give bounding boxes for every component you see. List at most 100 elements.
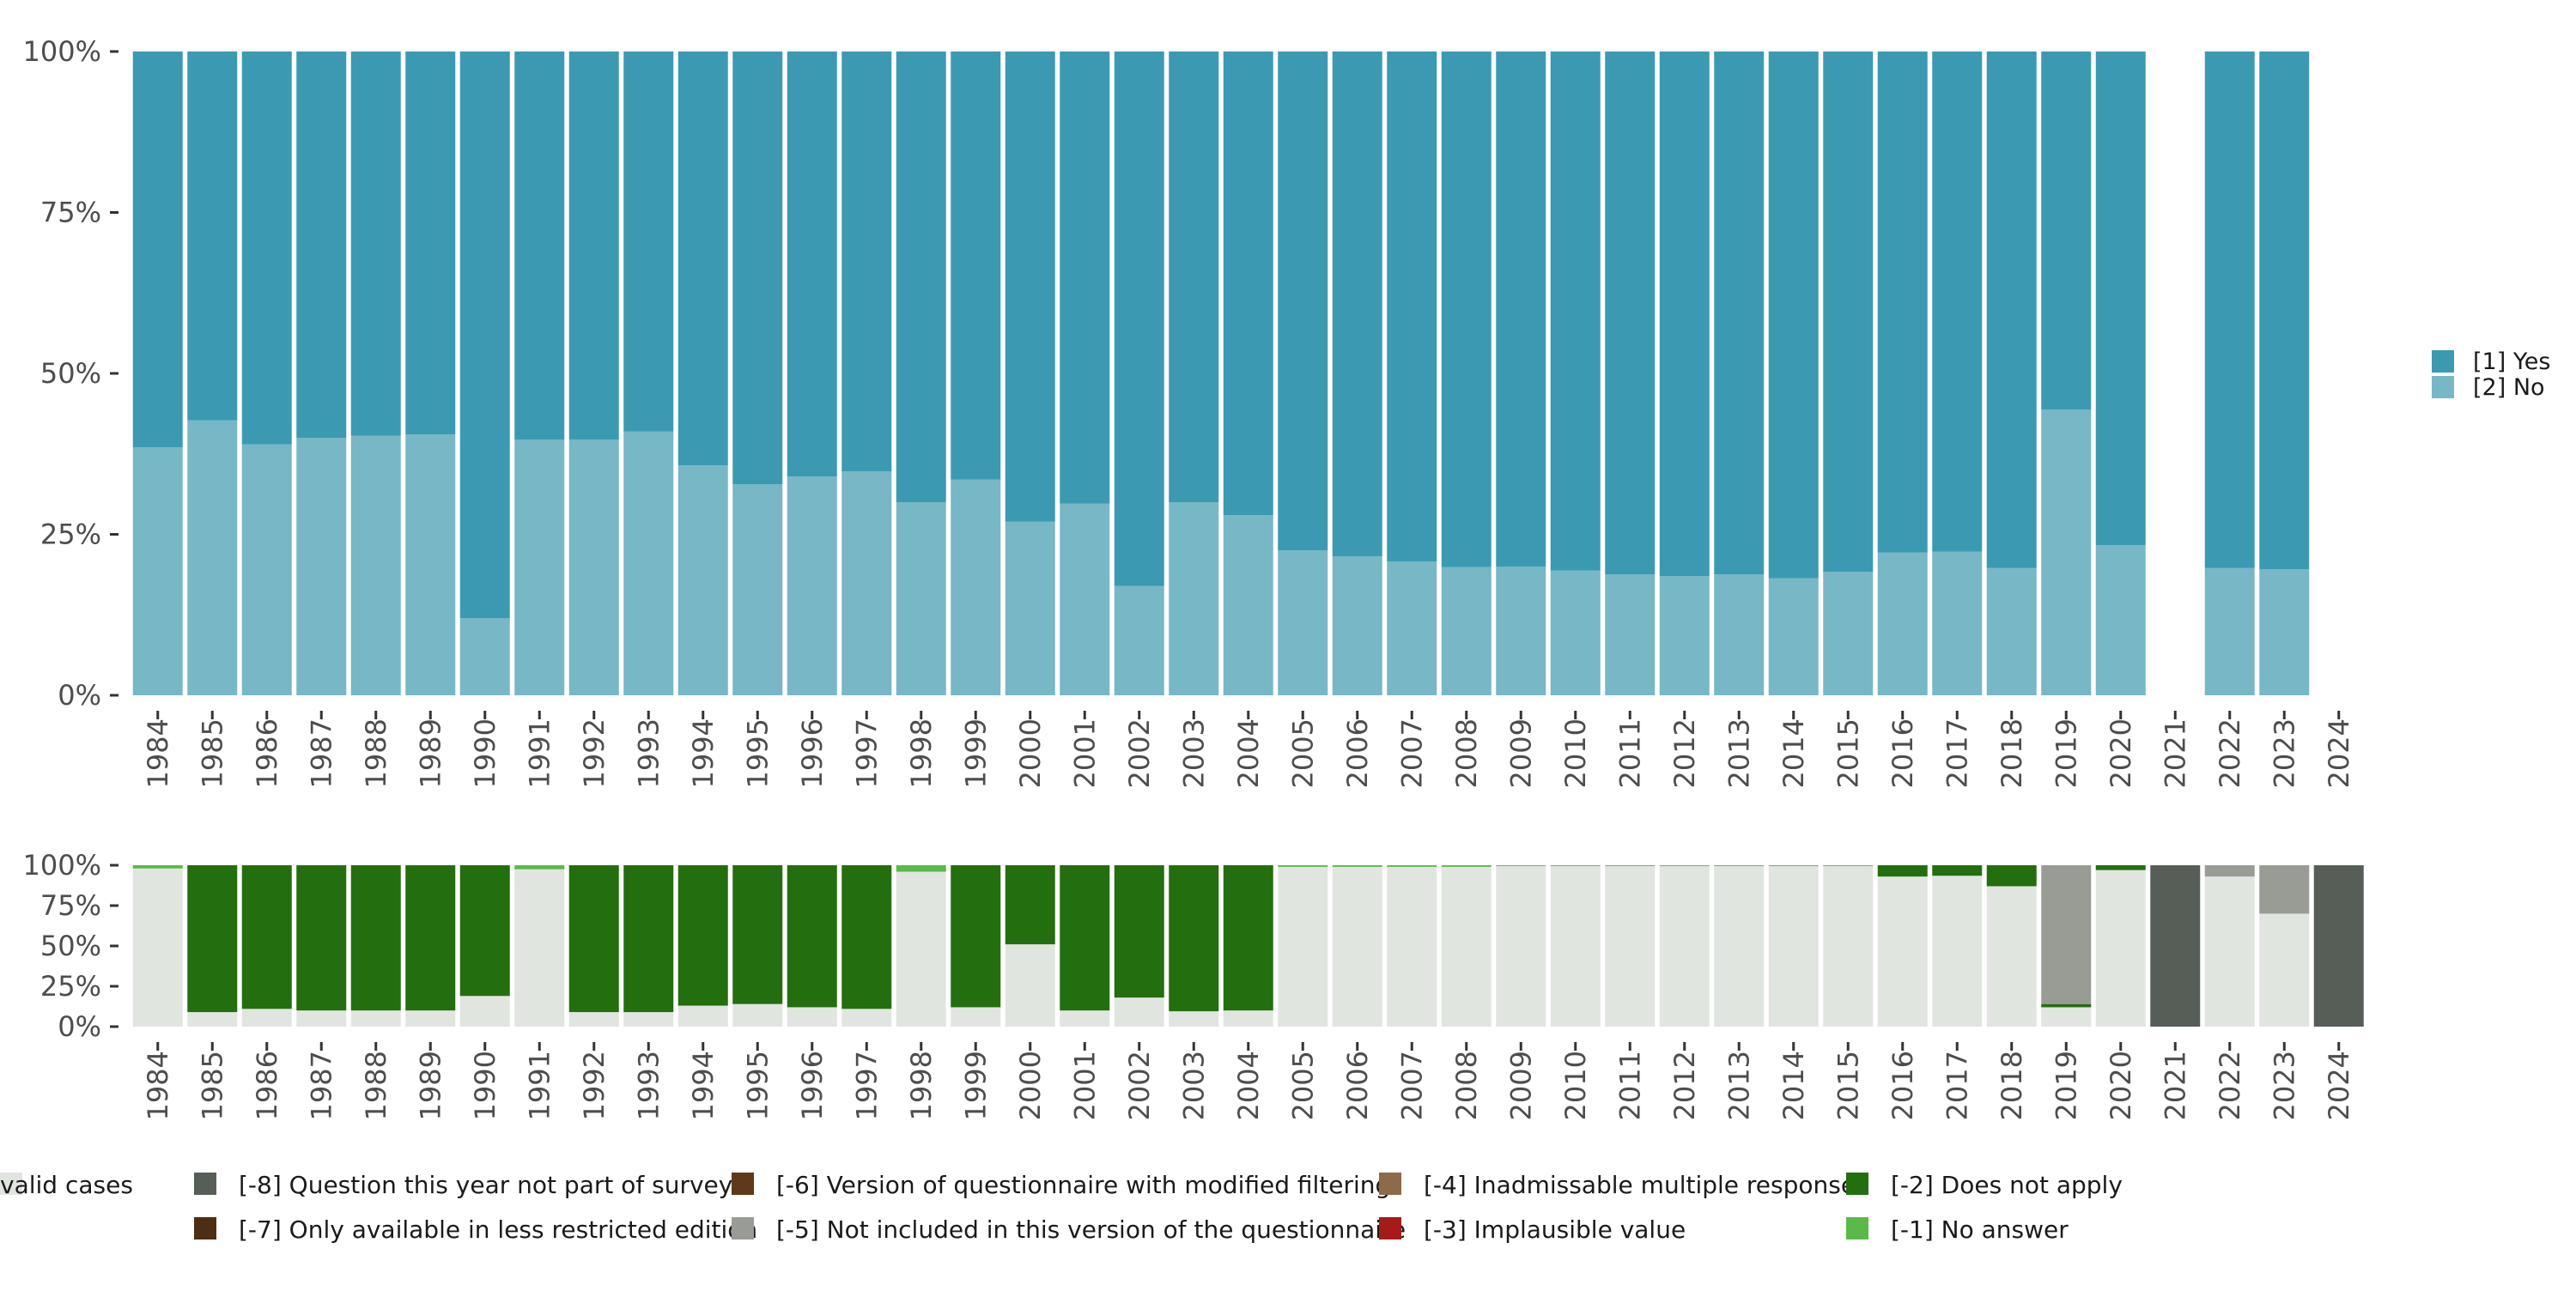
bar-segment-1990-2-no (459, 618, 510, 695)
x-tick-label-2020: 2020 (2105, 718, 2137, 788)
x-tick-label-1987: 1987 (305, 718, 337, 788)
bar-segment-2007-1-yes (1387, 52, 1437, 561)
bar-segment-2008-1-no-answer (1441, 865, 1492, 867)
x-tick-label-2015: 2015 (1832, 718, 1864, 788)
bar-segment-2016-2-does-not-apply (1877, 865, 1928, 877)
bar-segment-1995-2-does-not-apply (732, 865, 783, 1004)
x-tick-label-1996: 1996 (796, 718, 829, 788)
bar-segment-1991-1-no-answer (514, 865, 565, 870)
bar-segment-2004-2-no (1223, 515, 1273, 695)
bar-segment-2003-2-no (1169, 502, 1219, 695)
bar-segment-1986-1-yes (241, 52, 292, 445)
bar-segment-2006-valid-cases (1332, 866, 1382, 1027)
bar-segment-2019-valid-cases (2041, 1007, 2092, 1027)
x-tick-label-1988: 1988 (360, 1051, 392, 1120)
x-tick-label-2011: 2011 (1613, 718, 1646, 788)
x-tick-label-1986: 1986 (251, 718, 283, 788)
x-tick-label-1994: 1994 (687, 718, 720, 788)
bar-segment-1995-2-no (732, 484, 783, 695)
x-tick-label-2013: 2013 (1722, 718, 1755, 788)
bar-segment-1997-1-yes (841, 52, 892, 471)
bar-segment-1988-2-does-not-apply (350, 865, 401, 1011)
bar-segment-2022-2-no (2204, 567, 2255, 695)
x-tick-label-2014: 2014 (1777, 718, 1810, 788)
legend-key-6-version-of-questionnaire-with-modified-filtering (732, 1173, 754, 1195)
bar-segment-1999-2-no (951, 479, 1001, 695)
legend-key-2-does-not-apply (1846, 1173, 1868, 1195)
x-tick-label-2016: 2016 (1886, 1051, 1919, 1120)
bar-segment-1984-2-no (132, 447, 183, 695)
x-tick-label-2001: 2001 (1068, 1051, 1101, 1120)
bar-segment-2005-1-no-answer (1278, 865, 1328, 867)
x-tick-label-2024: 2024 (2323, 718, 2355, 788)
legend-key-5-not-included-in-this-version-of-the-questionnaire (732, 1217, 754, 1239)
bar-segment-2009-1-no-answer (1496, 865, 1546, 866)
legend-key-4-inadmissable-multiple-response (1379, 1173, 1401, 1195)
x-tick-label-2007: 2007 (1395, 1051, 1428, 1120)
x-tick-label-2008: 2008 (1450, 1051, 1483, 1120)
bar-segment-2012-1-yes (1659, 52, 1710, 577)
legend-label-8-question-this-year-not-part-of-survey: [-8] Question this year not part of surv… (239, 1171, 732, 1199)
x-tick-label-1989: 1989 (414, 718, 447, 788)
bar-segment-2012-2-no (1659, 576, 1710, 695)
bar-segment-2009-1-yes (1496, 52, 1546, 567)
x-tick-label-1999: 1999 (959, 1051, 992, 1120)
bar-segment-2015-1-no-answer (1823, 865, 1874, 866)
x-tick-label-2000: 2000 (1014, 1051, 1047, 1120)
bar-segment-1999-valid-cases (951, 1007, 1001, 1027)
bar-segment-1998-1-no-answer (896, 865, 946, 872)
bar-segment-1998-1-yes (896, 52, 946, 502)
bar-segment-2000-2-no (1005, 521, 1055, 695)
x-tick-label-1984: 1984 (142, 718, 174, 788)
bar-segment-2005-1-yes (1278, 52, 1328, 551)
x-tick-label-2007: 2007 (1395, 718, 1428, 788)
bar-segment-1996-2-no (787, 476, 837, 695)
bar-segment-1992-valid-cases (568, 1012, 619, 1027)
bar-segment-2006-1-yes (1332, 52, 1382, 556)
bar-segment-2005-valid-cases (1278, 866, 1328, 1027)
bar-segment-1996-2-does-not-apply (787, 865, 837, 1008)
bar-segment-1987-2-does-not-apply (296, 865, 347, 1011)
x-tick-label-2024: 2024 (2323, 1051, 2355, 1120)
bar-segment-1990-1-yes (459, 52, 510, 618)
x-tick-label-1991: 1991 (523, 718, 556, 788)
x-tick-label-1984: 1984 (142, 1051, 174, 1120)
bar-segment-2018-1-yes (1986, 52, 2037, 568)
bar-segment-1992-2-no (568, 439, 619, 695)
bar-segment-2006-1-no-answer (1332, 865, 1382, 867)
bar-segment-2016-2-no (1877, 552, 1928, 695)
bar-segment-2018-valid-cases (1986, 886, 2037, 1027)
bar-segment-1992-2-does-not-apply (568, 865, 619, 1013)
legend-label-1-no-answer: [-1] No answer (1891, 1215, 2069, 1244)
legend-key-1-no-answer (1846, 1217, 1868, 1239)
bar-segment-1997-2-no (841, 471, 892, 695)
bar-segment-2014-1-yes (1768, 52, 1819, 579)
bar-segment-2000-2-does-not-apply (1005, 865, 1055, 945)
x-tick-label-2018: 2018 (1996, 1051, 2028, 1120)
x-tick-label-2003: 2003 (1177, 718, 1210, 788)
x-tick-label-2010: 2010 (1559, 718, 1592, 788)
x-tick-label-2009: 2009 (1504, 1051, 1537, 1120)
legend-label-2-does-not-apply: [-2] Does not apply (1891, 1171, 2123, 1199)
bar-segment-1986-valid-cases (241, 1009, 292, 1027)
x-tick-label-2010: 2010 (1559, 1051, 1592, 1120)
x-tick-label-2008: 2008 (1450, 718, 1483, 788)
x-tick-label-2014: 2014 (1777, 1051, 1810, 1120)
bar-segment-2012-valid-cases (1659, 865, 1710, 1027)
bar-segment-2019-1-yes (2041, 52, 2092, 409)
x-tick-label-1993: 1993 (632, 718, 665, 788)
legend-label-2-no: [2] No (2473, 374, 2545, 401)
x-tick-label-2021: 2021 (2159, 718, 2191, 788)
y-tick-label: 100% (23, 849, 101, 882)
bar-segment-2020-2-does-not-apply (2095, 865, 2146, 870)
legend-key-8-question-this-year-not-part-of-survey (194, 1173, 216, 1195)
x-tick-label-1997: 1997 (850, 1051, 883, 1120)
bar-segment-1994-1-yes (677, 52, 728, 466)
bar-segment-2024-8-question-this-year-not-part-of-survey (2313, 865, 2364, 1027)
bar-segment-1989-1-yes (405, 52, 456, 435)
x-tick-label-1999: 1999 (959, 718, 992, 788)
legend-label-1-yes: [1] Yes (2473, 349, 2550, 375)
bar-segment-1997-valid-cases (841, 1009, 892, 1027)
bar-segment-2019-2-no (2041, 409, 2092, 695)
